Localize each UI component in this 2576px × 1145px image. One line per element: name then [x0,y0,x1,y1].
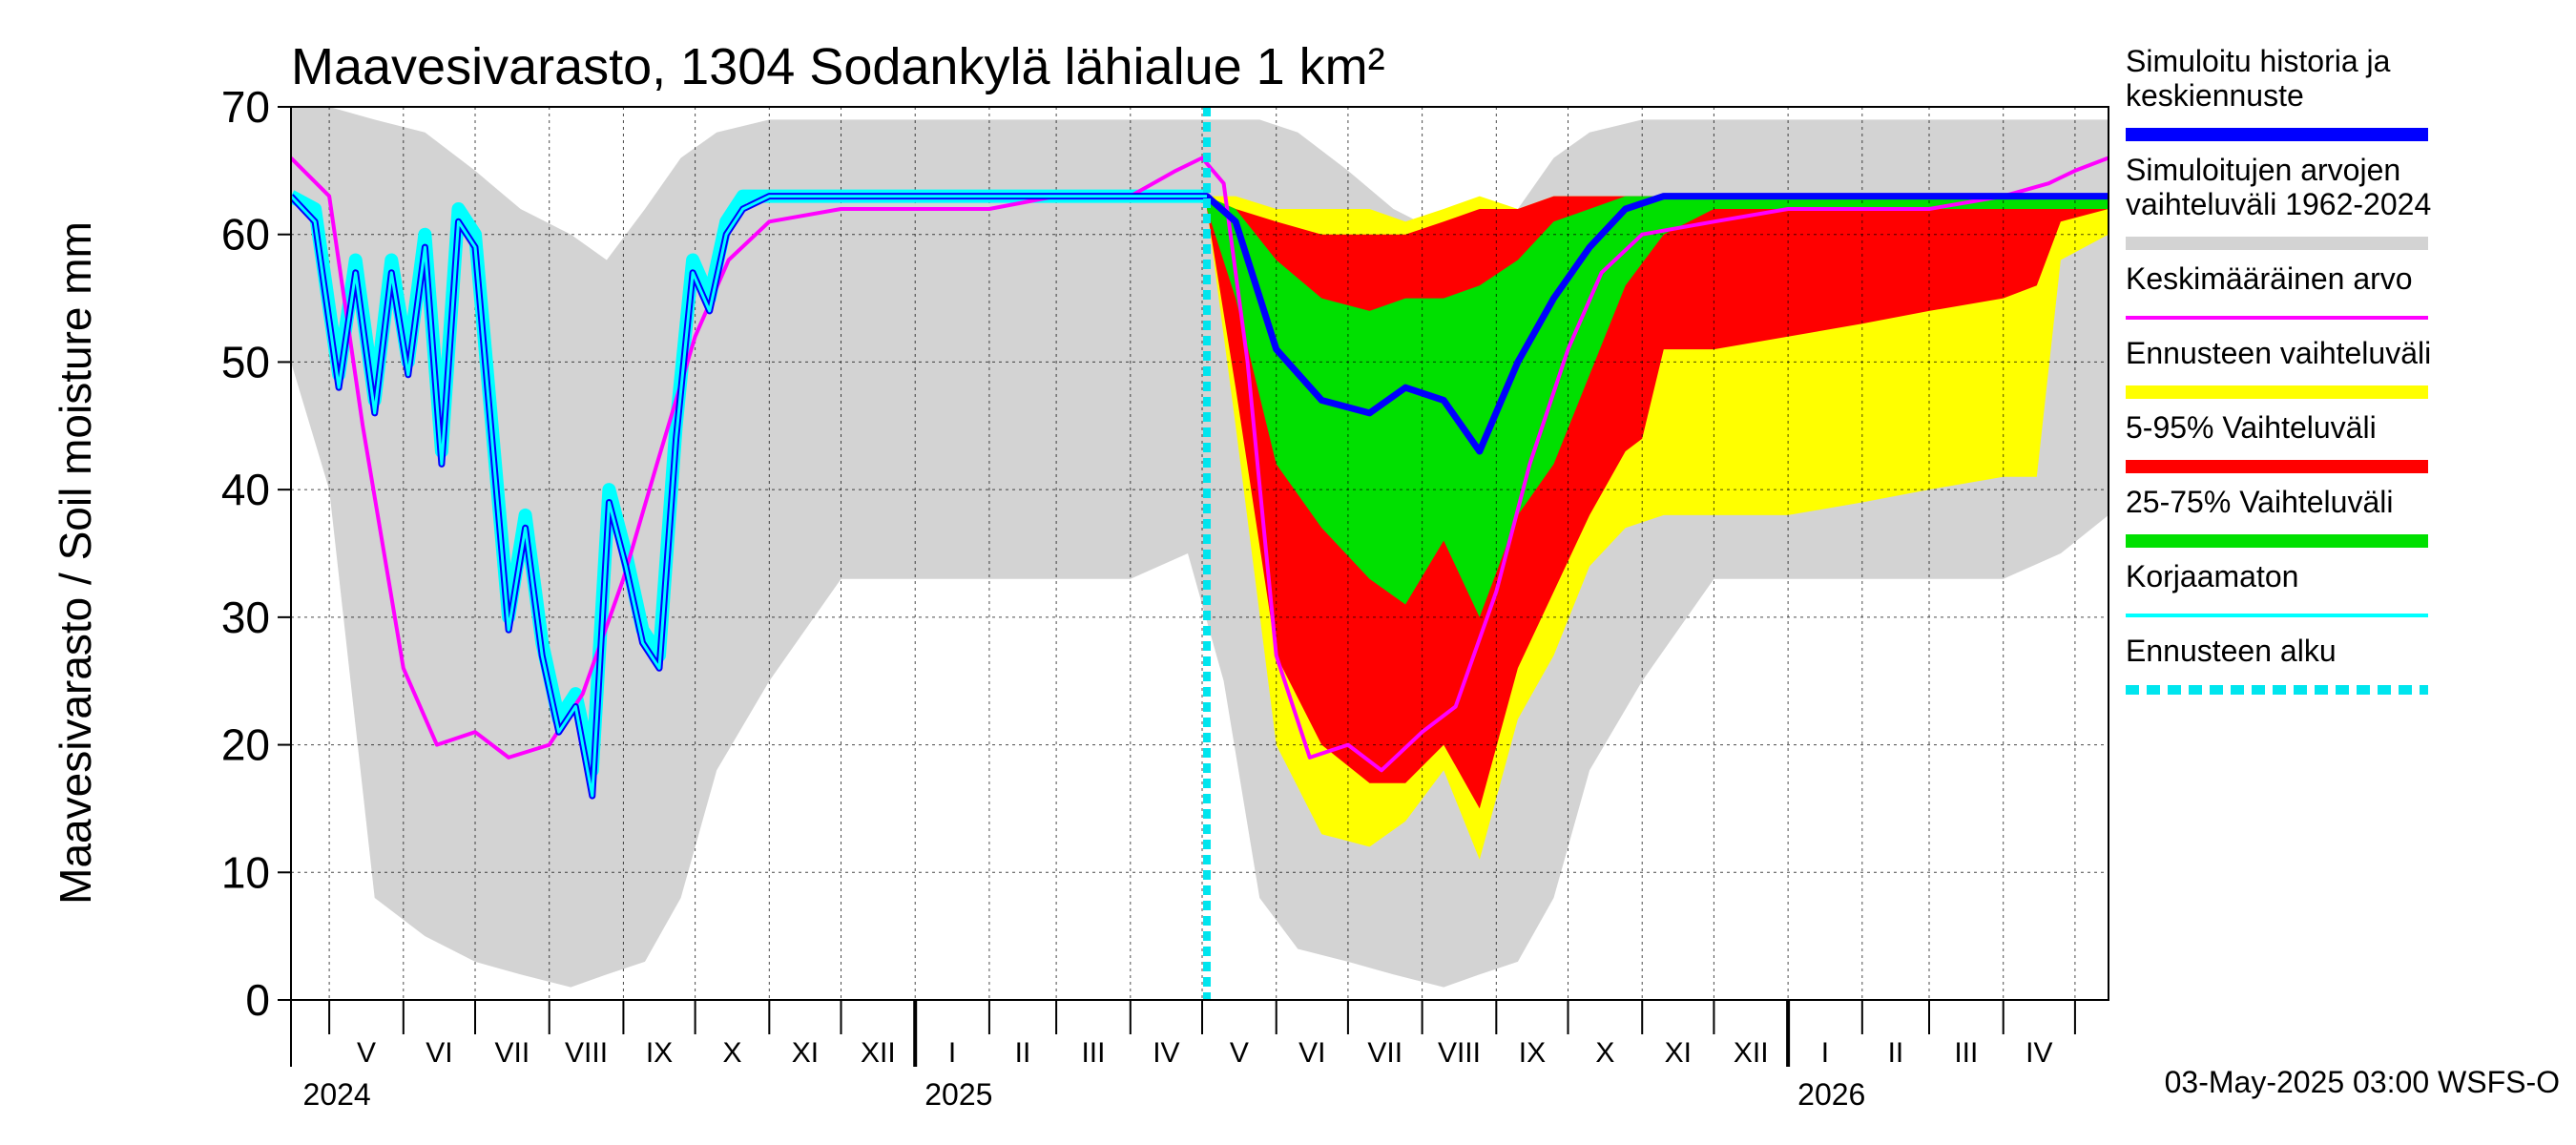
x-month-label: XII [861,1037,896,1069]
legend-label: 5-95% Vaihteluväli [2126,410,2377,445]
x-month-label: IX [1519,1037,1546,1069]
y-tick-label: 40 [221,465,270,514]
legend-label: Simuloitujen arvojen [2126,153,2400,187]
x-year-label: 2026 [1797,1077,1865,1112]
legend-label: Korjaamaton [2126,559,2298,593]
x-month-label: V [1230,1037,1249,1069]
x-month-label: XII [1734,1037,1769,1069]
plot-frame [290,106,2109,1001]
x-month-label: VI [1298,1037,1325,1069]
y-tick-label: 10 [221,847,270,897]
x-month-label: II [1888,1037,1904,1069]
x-month-label: X [1595,1037,1614,1069]
y-tick-label: 20 [221,720,270,770]
x-month-label: IV [1153,1037,1179,1069]
legend-label: 25-75% Vaihteluväli [2126,485,2393,519]
x-month-label: IV [2025,1037,2052,1069]
x-month-label: I [948,1037,956,1069]
legend-label: Simuloitu historia ja [2126,44,2391,78]
y-tick-label: 50 [221,337,270,386]
chart-title: Maavesivarasto, 1304 Sodankylä lähialue … [291,38,1385,95]
x-month-label: I [1821,1037,1829,1069]
line-history-core [291,195,1207,798]
plot-content [291,107,2109,1000]
x-month-label: V [357,1037,376,1069]
x-month-label: XI [1665,1037,1692,1069]
y-tick-label: 70 [221,82,270,132]
x-month-label: II [1015,1037,1031,1069]
x-month-label: VIII [1438,1037,1481,1069]
x-month-label: XI [792,1037,819,1069]
y-tick-label: 60 [221,210,270,260]
line-keskim-r-inen-arvo [291,156,2109,773]
x-year-label: 2024 [303,1077,371,1112]
x-month-label: VII [495,1037,530,1069]
legend-label: Keskimääräinen arvo [2126,261,2413,296]
x-month-label: IX [646,1037,673,1069]
x-month-label: X [722,1037,741,1069]
legend-label: vaihteluväli 1962-2024 [2126,187,2431,221]
legend-label: Ennusteen vaihteluväli [2126,336,2431,370]
legend-label: Ennusteen alku [2126,634,2337,668]
x-month-label: VI [426,1037,452,1069]
x-month-label: III [1954,1037,1978,1069]
footer-timestamp: 03-May-2025 03:00 WSFS-O [2165,1065,2560,1099]
plot-area [291,107,2109,1000]
x-month-label: VII [1367,1037,1402,1069]
y-tick-label: 0 [245,975,270,1025]
x-year-label: 2025 [924,1077,992,1112]
band-25-75-vaihteluv-li [1207,196,2109,617]
grid [291,107,2109,1000]
legend-label: keskiennuste [2126,78,2304,113]
x-month-label: III [1081,1037,1105,1069]
y-tick-label: 30 [221,593,270,642]
x-month-label: VIII [565,1037,608,1069]
y-axis-label: Maavesivarasto / Soil moisture mm [51,221,100,905]
